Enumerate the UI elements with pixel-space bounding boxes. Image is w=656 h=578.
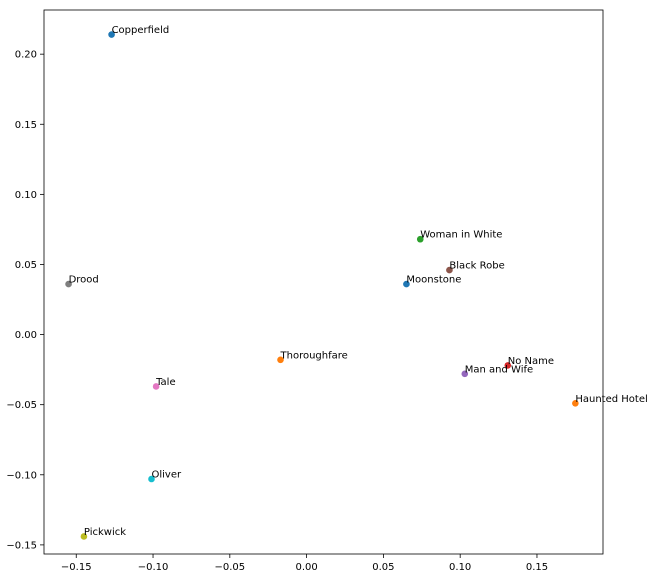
x-tick-label: −0.10: [138, 562, 169, 573]
point-label: Pickwick: [84, 527, 126, 538]
point-label: Drood: [69, 275, 99, 286]
point-label: Haunted Hotel: [575, 394, 647, 405]
y-tick-label: 0.20: [15, 50, 37, 61]
point-label: Black Robe: [449, 261, 504, 272]
data-point: [65, 280, 72, 288]
point-label: Oliver: [152, 469, 182, 480]
y-tick-label: −0.05: [6, 400, 37, 411]
point-label: Copperfield: [112, 25, 170, 36]
point-label: No Name: [508, 356, 554, 367]
y-tick-label: 0.10: [15, 190, 37, 201]
data-point: [80, 533, 88, 540]
data-point: [416, 235, 424, 243]
point-label: Man and Wife: [465, 364, 533, 375]
y-tick-label: −0.15: [6, 540, 37, 551]
x-tick-label: 0.15: [526, 562, 548, 573]
data-point: [461, 370, 469, 378]
plot-frame: [43, 9, 604, 555]
x-tick-label: 0.10: [449, 562, 471, 573]
data-point: [277, 356, 284, 364]
plot-layer: −0.15 −0.10 −0.05 0.00 0.05 0.10 0.15 −0.15 −0.1…: [6, 25, 647, 573]
x-tick-label: 0.00: [295, 562, 317, 573]
x-tick-label: −0.15: [61, 562, 92, 573]
data-point: [152, 383, 160, 390]
point-label: Woman in White: [420, 230, 502, 241]
data-point: [148, 475, 155, 483]
y-tick-label: 0.00: [15, 330, 37, 341]
point-label: Thoroughfare: [280, 350, 348, 361]
y-tick-label: −0.10: [6, 470, 37, 481]
x-tick-label: −0.05: [214, 562, 245, 573]
data-point: [403, 280, 410, 288]
point-label: Tale: [155, 377, 176, 388]
data-point: [446, 266, 453, 274]
x-tick-label: 0.05: [372, 562, 394, 573]
data-point: [572, 399, 579, 407]
y-tick-label: 0.15: [15, 120, 37, 131]
data-point: [504, 362, 512, 369]
point-label: Moonstone: [406, 275, 461, 286]
data-point: [108, 31, 115, 38]
y-tick-label: 0.05: [15, 260, 37, 271]
